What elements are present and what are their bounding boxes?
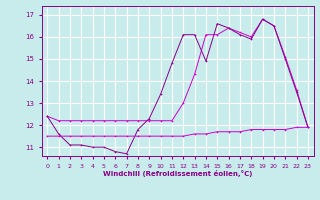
X-axis label: Windchill (Refroidissement éolien,°C): Windchill (Refroidissement éolien,°C): [103, 170, 252, 177]
